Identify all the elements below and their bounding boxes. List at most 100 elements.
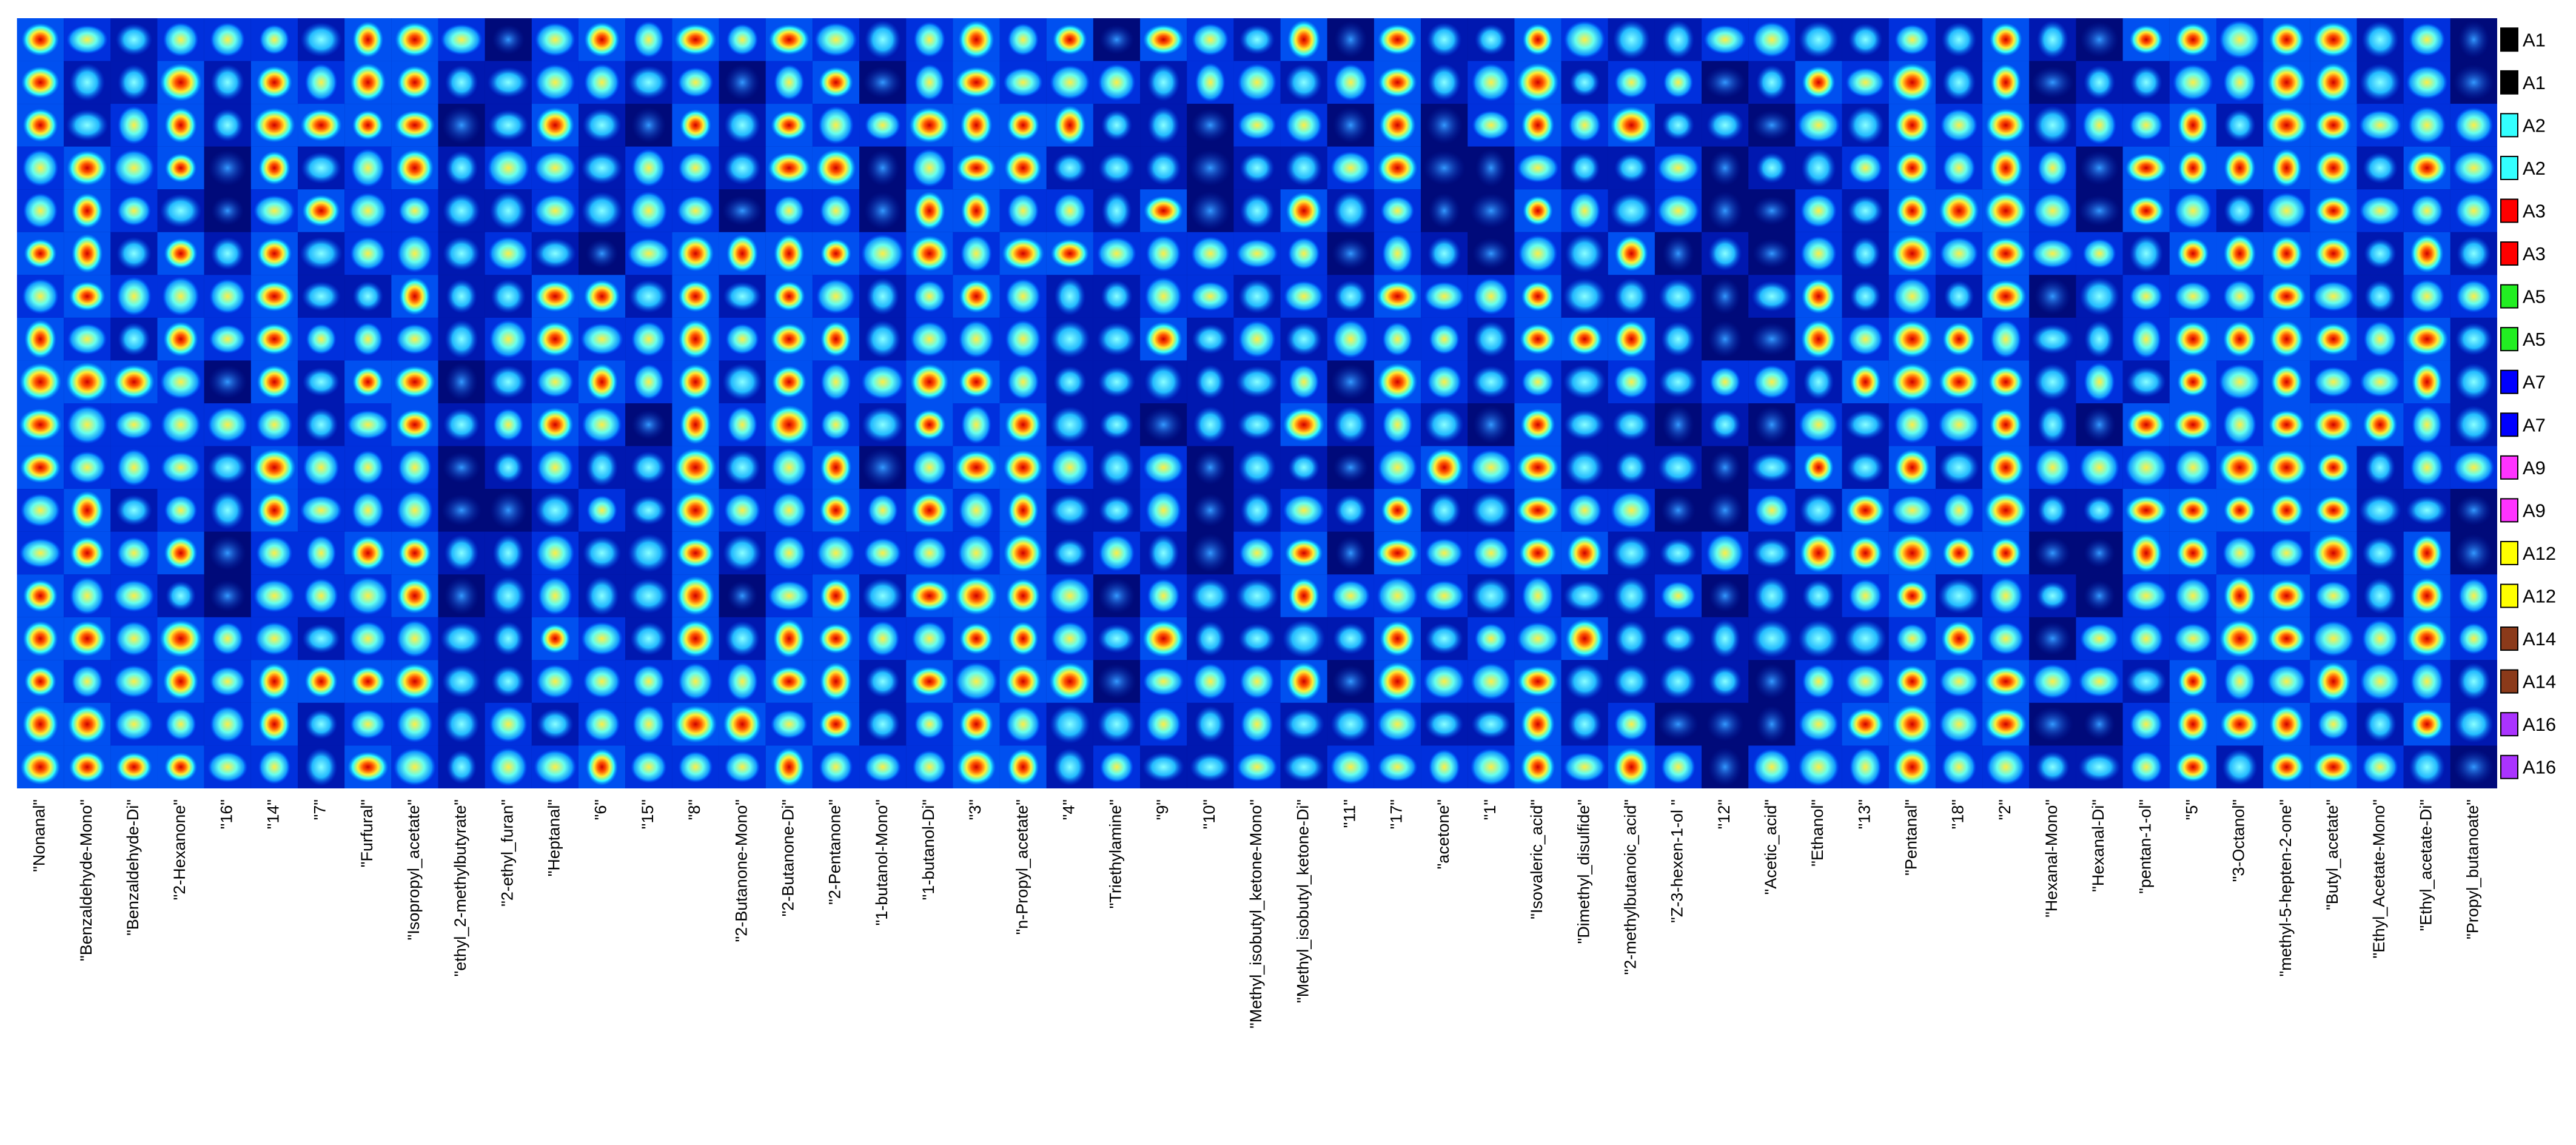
column-label: "4" (1059, 799, 1078, 820)
heatmap-cell (1561, 446, 1608, 489)
heatmap-cell (64, 660, 111, 703)
heatmap-cell (859, 104, 907, 147)
heatmap-cell (1795, 446, 1842, 489)
heatmap-cell (17, 702, 64, 746)
heatmap-cell (438, 531, 485, 575)
heatmap-cell (2263, 360, 2310, 403)
column-label: "17" (1387, 799, 1406, 829)
heatmap-cell (1935, 617, 1983, 660)
row-legend-swatch (2500, 284, 2518, 309)
heatmap-cell (1608, 745, 1655, 788)
heatmap-cell (485, 360, 532, 403)
heatmap-cell (204, 317, 251, 361)
heatmap-cell (64, 232, 111, 275)
heatmap-cell (953, 531, 1000, 575)
heatmap-cell (298, 702, 345, 746)
row-legend-swatch (2500, 412, 2518, 437)
heatmap-cell (2356, 446, 2404, 489)
heatmap-cell (2169, 617, 2216, 660)
heatmap-cell (1608, 275, 1655, 318)
heatmap-cell (438, 489, 485, 532)
heatmap-cell (953, 446, 1000, 489)
heatmap-cell (110, 702, 158, 746)
heatmap-cell (485, 660, 532, 703)
heatmap-cell (953, 702, 1000, 746)
heatmap-cell (438, 660, 485, 703)
heatmap-cell (2076, 403, 2123, 446)
heatmap-cell (625, 146, 673, 190)
heatmap-cell (1187, 18, 1234, 61)
heatmap-cell (2450, 104, 2497, 147)
heatmap-cell (1093, 489, 1141, 532)
heatmap-cell (1093, 403, 1141, 446)
heatmap-cell (1140, 702, 1187, 746)
heatmap-cell (1702, 446, 1749, 489)
heatmap-cell (1935, 489, 1983, 532)
heatmap-cell (1187, 317, 1234, 361)
heatmap-cell (531, 61, 579, 104)
heatmap-cell (2029, 61, 2076, 104)
heatmap-cell (2169, 574, 2216, 617)
heatmap-cell (1046, 189, 1093, 232)
heatmap-cell (2356, 531, 2404, 575)
heatmap-cell (250, 446, 298, 489)
heatmap-cell (2450, 446, 2497, 489)
heatmap-cell (1842, 232, 1889, 275)
heatmap-cell (953, 660, 1000, 703)
heatmap-cell (719, 446, 766, 489)
heatmap-cell (1467, 660, 1515, 703)
heatmap-cell (1748, 18, 1796, 61)
heatmap-cell (1233, 489, 1281, 532)
heatmap-cell (1187, 702, 1234, 746)
heatmap-cell (1046, 104, 1093, 147)
heatmap-cell (1842, 275, 1889, 318)
heatmap-cell (1888, 317, 1936, 361)
heatmap-cell (1140, 232, 1187, 275)
heatmap-cell (2263, 617, 2310, 660)
heatmap-cell (204, 446, 251, 489)
heatmap-cell (204, 574, 251, 617)
heatmap-cell (1093, 531, 1141, 575)
heatmap-cell (2029, 745, 2076, 788)
heatmap-cell (157, 360, 204, 403)
column-label: "pentan-1-ol" (2136, 799, 2154, 894)
heatmap-cell (1280, 189, 1327, 232)
heatmap-cell (438, 146, 485, 190)
heatmap-cell (812, 489, 860, 532)
heatmap-cell (2216, 745, 2264, 788)
column-label: "Ethyl_Acetate-Mono" (2370, 799, 2388, 958)
heatmap-cell (1140, 104, 1187, 147)
heatmap-cell (110, 574, 158, 617)
heatmap-cell (344, 745, 392, 788)
heatmap-cell (859, 745, 907, 788)
heatmap-cell (765, 317, 813, 361)
heatmap-cell (1982, 146, 2030, 190)
heatmap-cell (999, 232, 1047, 275)
heatmap-cell (2450, 660, 2497, 703)
heatmap-cell (1187, 146, 1234, 190)
heatmap-cell (1748, 61, 1796, 104)
heatmap-cell (298, 61, 345, 104)
heatmap-cell (1467, 18, 1515, 61)
heatmap-cell (1842, 61, 1889, 104)
column-label: "Nonanal" (30, 799, 49, 872)
heatmap-cell (1327, 275, 1374, 318)
heatmap-cell (298, 745, 345, 788)
heatmap-cell (1654, 574, 1702, 617)
heatmap-cell (812, 18, 860, 61)
heatmap-cell (2356, 61, 2404, 104)
row-label: A3 (2523, 201, 2546, 222)
heatmap-cell (2169, 360, 2216, 403)
heatmap-cell (2263, 489, 2310, 532)
heatmap-cell (2403, 18, 2450, 61)
heatmap-cell (1046, 745, 1093, 788)
heatmap-cell (1093, 745, 1141, 788)
column-label: "12" (1715, 799, 1733, 829)
heatmap-cell (2356, 617, 2404, 660)
row-legend-swatch (2500, 27, 2518, 52)
heatmap-cell (531, 574, 579, 617)
heatmap-cell (1467, 574, 1515, 617)
heatmap-cell (531, 275, 579, 318)
column-label: "2-methylbutanoic_acid" (1621, 799, 1639, 975)
heatmap-cell (859, 574, 907, 617)
